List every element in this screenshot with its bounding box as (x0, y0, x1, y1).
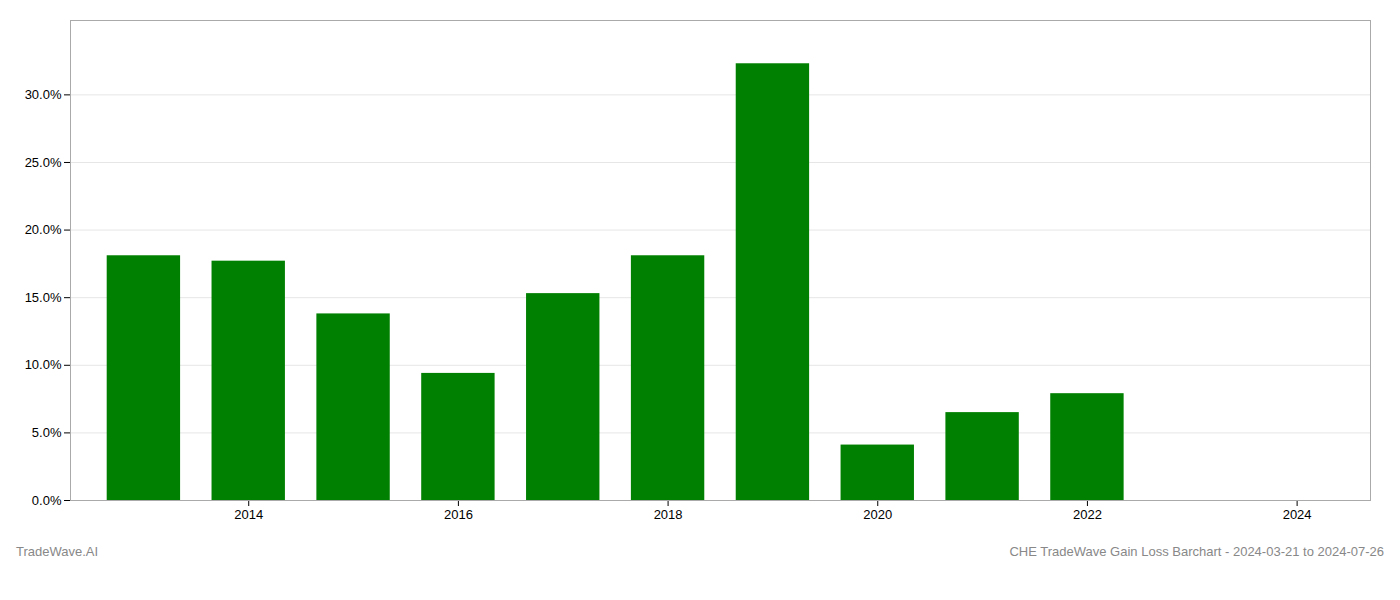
svg-text:5.0%: 5.0% (32, 425, 62, 440)
svg-text:2024: 2024 (1283, 507, 1312, 522)
svg-text:2022: 2022 (1073, 507, 1102, 522)
svg-text:10.0%: 10.0% (25, 357, 62, 372)
svg-text:2020: 2020 (863, 507, 892, 522)
svg-text:2018: 2018 (654, 507, 683, 522)
svg-text:20.0%: 20.0% (25, 222, 62, 237)
svg-text:25.0%: 25.0% (25, 155, 62, 170)
svg-text:2014: 2014 (234, 507, 263, 522)
svg-text:2016: 2016 (444, 507, 473, 522)
html-text:CHE TradeWave Gain Loss Barcha: CHE TradeWave Gain Loss Barchart - 2024-… (1009, 544, 1384, 559)
svg-text:30.0%: 30.0% (25, 87, 62, 102)
html-text:TradeWave.AI: TradeWave.AI (16, 544, 99, 559)
svg-text:0.0%: 0.0% (32, 493, 62, 508)
svg-text:15.0%: 15.0% (25, 290, 62, 305)
